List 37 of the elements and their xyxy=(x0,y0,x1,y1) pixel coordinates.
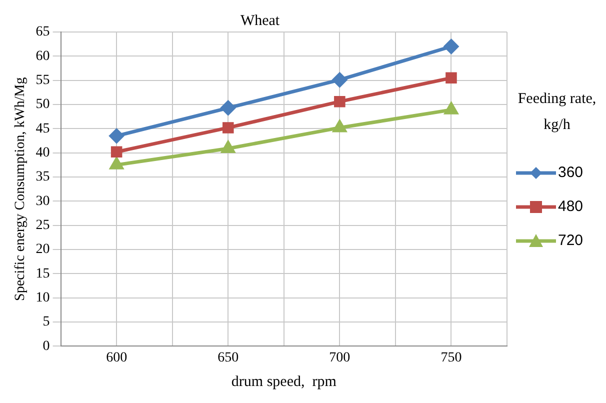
point xyxy=(109,128,124,144)
point xyxy=(222,122,234,134)
point xyxy=(444,39,458,54)
y-tick-label: 30 xyxy=(36,194,50,209)
point xyxy=(446,72,457,84)
legend-label: 360 xyxy=(558,164,584,181)
legend-label: 720 xyxy=(558,232,584,249)
y-tick-label: 0 xyxy=(42,338,50,354)
x-tick-label: 700 xyxy=(329,350,350,366)
point xyxy=(332,72,347,88)
point xyxy=(220,100,236,116)
y-tick-label: 40 xyxy=(36,146,50,161)
y-tick-label: 15 xyxy=(36,266,50,282)
y-tick-label: 55 xyxy=(36,73,50,88)
y-tick-label: 65 xyxy=(36,24,50,40)
y-tick-label: 5 xyxy=(42,314,50,330)
y-tick-label: 25 xyxy=(36,218,50,234)
point xyxy=(222,141,235,153)
x-tick-label: 750 xyxy=(440,350,462,366)
y-tick-label: 35 xyxy=(36,170,50,185)
point xyxy=(110,146,122,158)
point xyxy=(110,158,124,170)
y-tick-label: 45 xyxy=(36,121,50,136)
y-tick-label: 50 xyxy=(36,97,50,112)
point xyxy=(333,120,346,132)
x-axis-title: drum speed, rpm xyxy=(231,374,337,390)
y-tick-label: 10 xyxy=(36,290,50,306)
y-axis-title: Specific energy Consumption, kWh/Mg xyxy=(13,77,28,301)
x-tick-label: 650 xyxy=(218,350,239,366)
x-tick-label: 600 xyxy=(106,350,128,366)
y-tick-label: 20 xyxy=(36,242,50,258)
legend-title: Feeding rate, kg/h xyxy=(516,90,598,134)
chart-title: Wheat xyxy=(240,12,280,29)
point xyxy=(444,102,458,114)
legend-label: 480 xyxy=(558,198,584,215)
point xyxy=(334,96,346,108)
y-tick-label: 60 xyxy=(36,48,50,64)
